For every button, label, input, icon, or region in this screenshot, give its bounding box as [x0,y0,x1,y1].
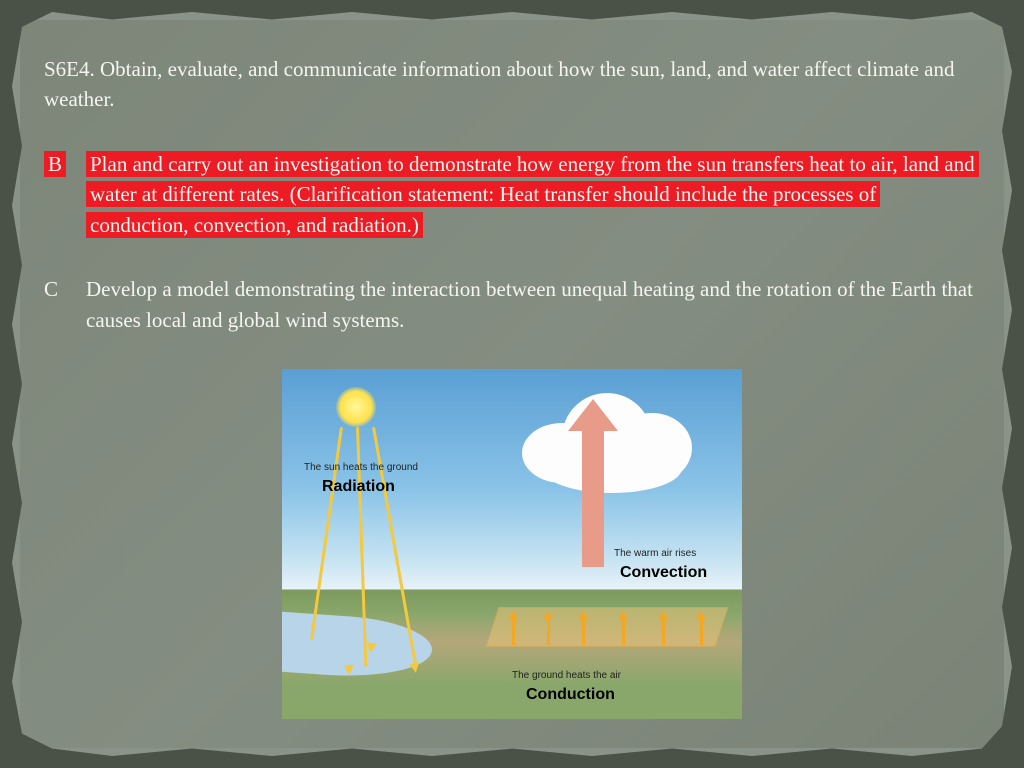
conduction-arrow-icon [582,619,585,645]
conduction-arrow-icon [662,619,665,645]
ray-arrowhead [365,642,376,653]
standard-item-c: C Develop a model demonstrating the inte… [44,274,980,335]
radiation-ray [310,427,343,640]
convection-caption: The warm air rises [614,547,696,562]
item-text: Develop a model demonstrating the intera… [86,274,980,335]
conduction-caption: The ground heats the air [512,669,621,684]
convection-label: Convection [620,561,707,584]
convection-arrow-icon [582,427,604,567]
ground-slab [486,607,729,647]
conduction-arrow-icon [512,619,515,645]
ray-arrowhead [344,665,354,675]
conduction-arrow-icon [622,619,625,645]
standard-title: S6E4. Obtain, evaluate, and communicate … [44,54,980,115]
radiation-caption: The sun heats the ground [304,461,418,476]
heat-transfer-diagram: The sun heats the ground Radiation The w… [282,369,742,719]
diagram-container: The sun heats the ground Radiation The w… [44,369,980,719]
conduction-arrow-icon [700,619,703,645]
slide-content: S6E4. Obtain, evaluate, and communicate … [30,30,994,738]
item-text: Plan and carry out an investigation to d… [86,149,980,240]
sun-icon [336,387,376,427]
item-letter: B [44,149,86,240]
item-letter: C [44,274,86,335]
radiation-label: Radiation [322,475,395,498]
conduction-label: Conduction [526,683,615,706]
ray-arrowhead [409,662,421,674]
standard-item-b: B Plan and carry out an investigation to… [44,149,980,240]
conduction-arrow-icon [547,619,550,645]
